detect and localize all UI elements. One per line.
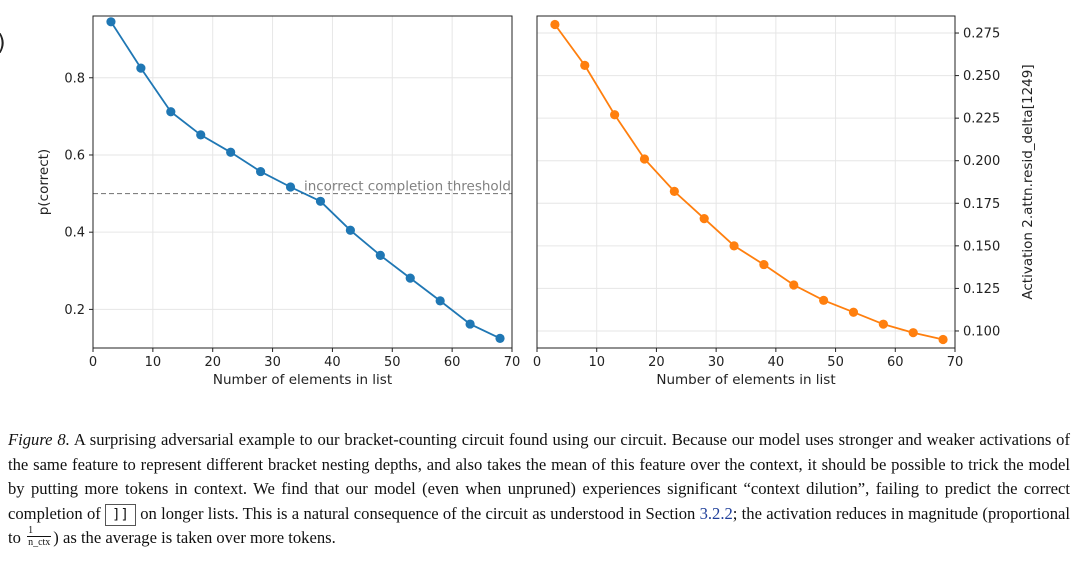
- fraction-denominator: n_ctx: [28, 537, 51, 549]
- data-point: [669, 186, 679, 196]
- threshold-label: incorrect completion threshold: [304, 179, 511, 195]
- y-tick-label: 0.150: [963, 239, 1000, 254]
- x-tick-label: 10: [588, 355, 605, 370]
- fraction-numerator: 1: [27, 525, 52, 538]
- data-point: [256, 166, 266, 177]
- data-point: [345, 225, 355, 235]
- x-tick-label: 0: [89, 355, 97, 370]
- cropped-edge-glyph: ): [0, 31, 6, 56]
- series-line: [554, 23, 944, 341]
- x-tick-label: 10: [145, 355, 162, 370]
- x-tick-label: 70: [947, 355, 964, 370]
- data-point: [610, 110, 620, 120]
- y-tick-label: 0.100: [963, 324, 1000, 339]
- data-point: [226, 147, 236, 157]
- y-tick-label: 0.2: [64, 303, 85, 318]
- figure-8-charts: ) incorrect completion threshold 0 10 20 30 4…: [0, 15, 1036, 388]
- caption-text-2: on longer lists. This is a natural conse…: [140, 503, 696, 523]
- data-point: [699, 214, 709, 224]
- y-tick-label: 0.250: [963, 69, 1000, 84]
- y-axis-label: Activation 2.attn.resid_delta[1249]: [1020, 64, 1036, 299]
- x-tick-label: 60: [887, 355, 904, 370]
- data-point: [759, 259, 769, 270]
- plot-frame: [536, 15, 956, 349]
- y-axis-label: p(correct): [36, 149, 52, 215]
- data-point: [465, 319, 475, 329]
- activation-chart: 0 10 20 30 40 50 60 70 0.100 0.125 0.150 0.175 0.200…: [533, 15, 1036, 388]
- caption-text-4: ) as the average is taken over more toke…: [53, 528, 336, 548]
- x-axis-label: Number of elements in list: [213, 372, 392, 388]
- caption-text-3: ; the activation reduces in magnitude (p…: [8, 503, 1070, 548]
- x-tick-label: 30: [708, 355, 725, 370]
- caption-text-1: A surprising adversarial example to our …: [8, 430, 1071, 523]
- data-point: [639, 154, 650, 164]
- y-tick-label: 0.6: [64, 148, 85, 163]
- x-tick-label: 60: [444, 355, 461, 370]
- x-axis-label: Number of elements in list: [656, 372, 835, 388]
- x-tick-label: 40: [768, 355, 785, 370]
- data-point: [166, 107, 176, 117]
- data-point: [819, 295, 829, 305]
- one-over-n-ctx-fraction: 1 n_ctx: [27, 525, 52, 549]
- data-point: [550, 19, 560, 30]
- x-tick-label: 20: [204, 355, 221, 370]
- data-point: [729, 241, 739, 251]
- plot-frame: [92, 15, 513, 349]
- data-point: [136, 63, 146, 73]
- grid-lines: [536, 16, 956, 348]
- data-point: [405, 273, 415, 283]
- data-point: [848, 307, 859, 317]
- y-tick-label: 0.125: [963, 282, 1000, 297]
- data-point: [196, 130, 206, 140]
- data-point: [878, 319, 888, 329]
- x-tick-label: 50: [384, 355, 401, 370]
- data-point: [315, 196, 326, 206]
- data-point: [106, 17, 116, 27]
- data-point: [938, 334, 948, 345]
- data-point: [580, 60, 590, 70]
- y-tick-label: 0.175: [963, 197, 1000, 212]
- grid-lines: [92, 16, 513, 348]
- figure-label: Figure 8.: [8, 430, 70, 449]
- p-correct-chart: incorrect completion threshold 0 10 20 30 40 5…: [36, 15, 521, 388]
- y-tick-label: 0.225: [963, 112, 1000, 127]
- data-point: [789, 280, 799, 290]
- x-tick-label: 0: [533, 355, 541, 370]
- x-tick-label: 40: [324, 355, 341, 370]
- x-tick-label: 50: [827, 355, 844, 370]
- x-tick-label: 30: [264, 355, 281, 370]
- x-tick-label: 20: [648, 355, 665, 370]
- data-point: [495, 333, 505, 343]
- y-tick-label: 0.200: [963, 154, 1000, 169]
- section-link[interactable]: 3.2.2: [699, 503, 733, 523]
- data-point: [285, 182, 296, 192]
- x-tick-label: 70: [504, 355, 521, 370]
- y-tick-label: 0.8: [64, 71, 85, 86]
- data-point: [375, 250, 385, 260]
- figure-caption: Figure 8. A surprising adversarial examp…: [8, 428, 1070, 551]
- y-tick-label: 0.4: [64, 226, 85, 241]
- series-line: [110, 21, 501, 340]
- y-tick-label: 0.275: [963, 27, 1000, 42]
- data-point: [435, 296, 445, 306]
- data-point: [908, 328, 918, 338]
- bracket-code-box: ]]: [105, 503, 136, 526]
